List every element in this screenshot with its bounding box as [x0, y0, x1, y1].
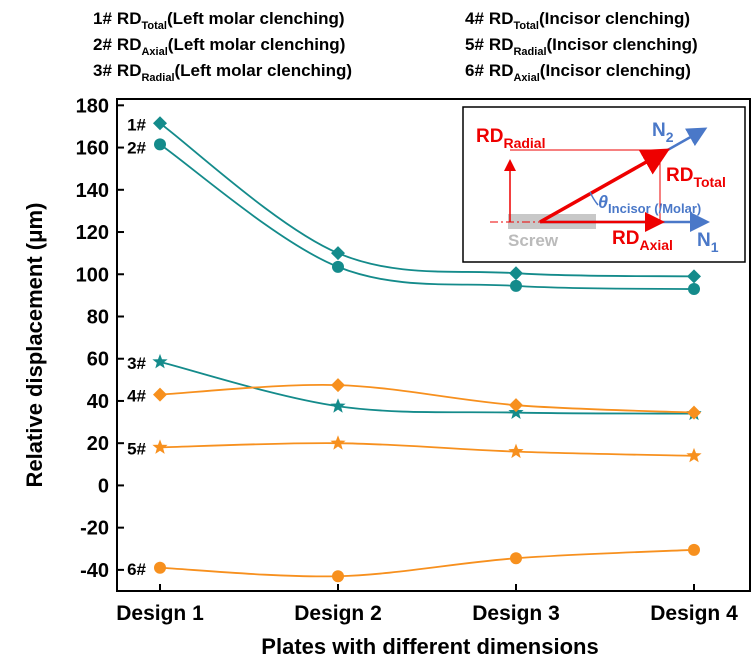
y-tick-label: -20 [80, 518, 109, 540]
inset-diagram: RDRadial N2 RDTotal θIncisor (/Molar) Sc… [463, 107, 745, 262]
marker [154, 562, 166, 574]
marker [331, 378, 345, 392]
legend-entry: 2# RDAxial(Left molar clenching) [93, 35, 345, 58]
series-label: 1# [127, 115, 146, 134]
label-main: θ [598, 192, 608, 212]
marker [510, 552, 522, 564]
marker [153, 388, 167, 402]
label-sub: Radial [503, 135, 545, 151]
legend-name: 2# [93, 35, 112, 54]
label-sub: 2 [666, 129, 674, 145]
y-tick-label: 180 [76, 95, 109, 117]
legend: 1#RDTotal(Left molar clenching)2#RDAxial… [93, 9, 698, 84]
legend-name: 1# [93, 9, 112, 28]
label-sub: Axial [639, 237, 672, 253]
y-tick-label: 160 [76, 138, 109, 160]
x-tick-label: Design 4 [650, 602, 738, 625]
series-label: 5# [127, 439, 146, 458]
marker [510, 280, 522, 292]
legend-main: RD [117, 61, 142, 80]
marker [152, 354, 167, 369]
legend-sub: Axial [513, 72, 539, 84]
marker [508, 444, 523, 459]
legend-main: RD [489, 35, 514, 54]
marker [154, 138, 166, 150]
legend-sub: Radial [513, 46, 546, 58]
legend-name: 6# [465, 61, 484, 80]
marker [688, 544, 700, 556]
marker [686, 448, 701, 462]
x-tick-label: Design 3 [472, 602, 560, 625]
legend-sub: Total [513, 20, 538, 32]
marker [688, 283, 700, 295]
x-tick-label: Design 2 [294, 602, 382, 625]
label-main: RD [666, 165, 693, 186]
label-sub: Incisor (/Molar) [608, 201, 701, 216]
legend-entry: 6# RDAxial(Incisor clenching) [465, 61, 691, 84]
legend-main: RD [117, 35, 142, 54]
series-label: 3# [127, 354, 146, 373]
label-main: RD [476, 126, 503, 147]
legend-suffix: (Left molar clenching) [168, 35, 346, 54]
label-main: N [697, 230, 711, 251]
marker [687, 269, 701, 283]
series-label: 2# [127, 138, 146, 157]
legend-suffix: (Left molar clenching) [167, 9, 345, 28]
label-sub: Total [693, 174, 725, 190]
legend-entry: 5# RDRadial(Incisor clenching) [465, 35, 698, 58]
marker [330, 435, 345, 450]
legend-name: 4# [465, 9, 484, 28]
legend-sub: Radial [141, 72, 174, 84]
label-main: N [652, 120, 666, 141]
legend-name: 3# [93, 61, 112, 80]
y-tick-label: 100 [76, 264, 109, 286]
inset-label: Screw [508, 231, 559, 250]
legend-main: RD [489, 61, 514, 80]
y-axis-title: Relative displacement (μm) [22, 203, 47, 488]
marker [509, 266, 523, 280]
y-tick-label: 80 [87, 306, 109, 328]
legend-main: RD [117, 9, 142, 28]
legend-suffix: (Incisor clenching) [540, 61, 691, 80]
legend-suffix: (Incisor clenching) [539, 9, 690, 28]
series-label: 6# [127, 560, 146, 579]
y-tick-label: 20 [87, 433, 109, 455]
legend-entry: 4# RDTotal(Incisor clenching) [465, 9, 690, 32]
marker [687, 406, 701, 420]
y-tick-label: 40 [87, 391, 109, 413]
x-tick-label: Design 1 [116, 602, 204, 625]
y-tick-label: 0 [98, 475, 109, 497]
legend-name: 5# [465, 35, 484, 54]
series-label: 4# [127, 387, 146, 406]
x-axis-title: Plates with different dimensions [261, 634, 598, 659]
legend-main: RD [489, 9, 514, 28]
label-main: RD [612, 228, 639, 249]
marker [153, 116, 167, 130]
y-tick-label: 60 [87, 349, 109, 371]
label-sub: 1 [711, 239, 719, 255]
marker [332, 570, 344, 582]
y-tick-label: -40 [80, 560, 109, 582]
chart: 1#RDTotal(Left molar clenching)2#RDAxial… [0, 0, 755, 666]
y-tick-label: 140 [76, 180, 109, 202]
marker [152, 439, 167, 454]
marker [330, 398, 345, 413]
legend-entry: 1# RDTotal(Left molar clenching) [93, 9, 345, 32]
marker [332, 261, 344, 273]
legend-entry: 3# RDRadial(Left molar clenching) [93, 61, 352, 84]
legend-sub: Axial [141, 46, 167, 58]
marker [331, 246, 345, 260]
series-line [160, 550, 694, 577]
legend-suffix: (Incisor clenching) [547, 35, 698, 54]
legend-suffix: (Left molar clenching) [175, 61, 353, 80]
y-tick-label: 120 [76, 222, 109, 244]
legend-sub: Total [141, 20, 166, 32]
series-line [160, 443, 694, 456]
series-line [160, 385, 694, 413]
